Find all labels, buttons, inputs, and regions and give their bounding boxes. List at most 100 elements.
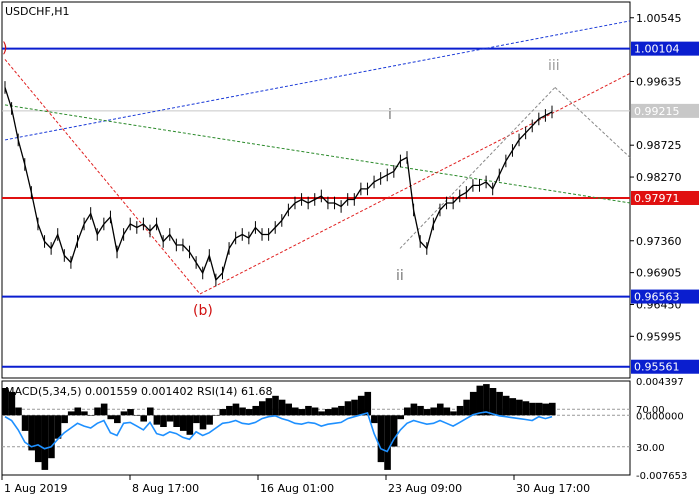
trend-line-green [4,104,631,204]
wave-label: iii [548,58,560,74]
indicator-panel-frame [1,380,631,476]
macd-bar [34,415,42,463]
macd-bar [535,402,543,416]
wave-line-down [554,87,631,158]
level-label: 1.00104 [634,43,680,56]
macd-bar [423,409,431,416]
macd-bar [509,398,517,416]
macd-bar [344,401,352,416]
macd-bar [15,407,22,416]
trend-line-blue [4,20,631,141]
x-tick-label: 1 Aug 2019 [4,482,67,495]
trend-line-red-down [4,59,201,295]
x-tick-label: 23 Aug 09:00 [388,482,462,495]
macd-bar [516,399,523,416]
level-label-bg [631,289,699,304]
y-tick-label: 0.98725 [636,139,682,152]
rsi-line [4,411,553,453]
macd-bar [410,403,418,416]
y-tick-label: 0.97360 [636,235,682,248]
indicator-axis-label: 70.00 [636,405,665,416]
macd-bar [74,407,82,416]
macd-bar [48,415,55,459]
macd-bar [443,407,451,416]
macd-bar [357,395,365,416]
macd-bar [549,402,556,416]
macd-bar [278,399,286,416]
level-label: 0.95561 [634,361,680,374]
macd-bar [417,405,424,416]
macd-bar [338,405,345,416]
macd-bar [390,415,398,447]
y-tick-label: 1.00545 [636,12,682,25]
macd-bar [542,403,550,416]
macd-bar [463,399,470,416]
macd-bar [140,415,147,422]
macd-bar [232,403,240,416]
macd-bar [67,411,75,416]
level-label: 0.97971 [634,192,680,205]
macd-bar [226,405,233,416]
macd-bar [114,415,121,424]
y-tick-label: 0.98270 [636,171,682,184]
price-line [4,87,553,282]
macd-bar [331,407,339,416]
macd-bar [94,407,101,416]
macd-bar [107,415,115,420]
x-tick-label: 30 Aug 17:00 [516,482,590,495]
macd-bar [430,407,437,416]
macd-bar [120,411,128,416]
x-tick-label: 8 Aug 17:00 [132,482,199,495]
macd-bar [476,385,484,416]
wave-label: i [388,107,392,123]
macd-bar [318,411,325,416]
macd-bar [298,409,306,416]
level-label-bg [631,41,699,56]
macd-bar [384,415,391,470]
main-panel-frame [1,1,631,379]
wave-label: ii [396,268,404,284]
macd-bar [133,415,141,416]
wave-label: ) [2,40,7,56]
macd-bar [127,409,134,416]
macd-bar [291,407,299,416]
wave-label: (b) [193,303,213,319]
macd-bar [456,405,464,416]
macd-bar [173,415,180,428]
macd-bar [219,409,227,416]
macd-bar [8,391,16,416]
macd-bar [436,403,444,416]
macd-bar [285,403,292,416]
wave-line-up [399,87,556,249]
level-label-bg [631,359,699,374]
macd-bar [100,403,108,416]
macd-bar [259,401,266,416]
indicator-axis-label: 0.000000 [636,411,684,422]
macd-bar [166,415,174,422]
indicator-axis-label: 0.004397 [636,377,684,388]
macd-bar [199,415,207,430]
y-tick-label: 0.96905 [636,267,682,280]
macd-bar [404,407,411,416]
macd-bar [41,415,49,470]
indicator-label: MACD(5,34,5) 0.001559 0.001402 RSI(14) 6… [5,385,272,398]
macd-bar [272,395,279,416]
level-label: 0.96563 [634,291,680,304]
macd-bar [450,411,457,416]
macd-bar [529,402,536,416]
macd-bar [364,391,372,416]
macd-bar [239,407,246,416]
trend-line-red-up [199,72,631,295]
y-tick-label: 0.95995 [636,330,682,343]
macd-bar [377,415,385,463]
macd-bar [54,415,62,439]
macd-bar [81,411,88,416]
macd-bar [28,415,35,451]
macd-bar [483,384,490,416]
current-price-label: 0.99215 [634,105,680,118]
macd-bar [502,395,510,416]
macd-bar [146,407,154,416]
macd-bar [252,405,260,416]
